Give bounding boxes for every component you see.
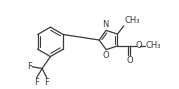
Text: O: O [103, 51, 109, 60]
Text: O: O [126, 56, 133, 65]
Text: F: F [34, 78, 39, 87]
Text: F: F [44, 78, 49, 87]
Text: CH₃: CH₃ [146, 41, 161, 50]
Text: O: O [136, 41, 142, 50]
Text: F: F [27, 62, 32, 71]
Text: CH₃: CH₃ [125, 16, 140, 25]
Text: N: N [102, 20, 108, 29]
